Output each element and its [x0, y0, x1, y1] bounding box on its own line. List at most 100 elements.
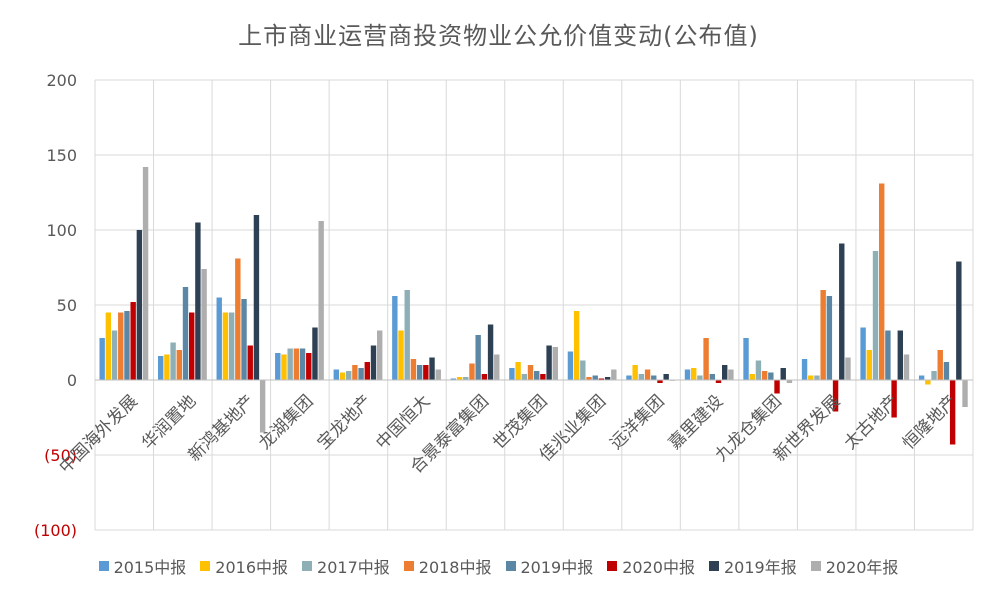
bar	[626, 375, 632, 380]
bar	[287, 348, 293, 380]
bar	[189, 312, 195, 380]
bar	[435, 369, 441, 380]
bar	[632, 365, 638, 380]
legend-label: 2018中报	[418, 558, 492, 577]
bar	[786, 380, 793, 383]
legend-swatch	[98, 561, 109, 571]
bar	[404, 290, 410, 380]
bar	[774, 380, 780, 394]
bar	[580, 360, 586, 380]
bar	[808, 375, 814, 380]
bar	[644, 369, 651, 380]
bar	[925, 380, 931, 385]
legend-item: 2015中报	[98, 554, 187, 578]
bar	[450, 378, 457, 380]
y-tick-label: 100	[46, 221, 77, 240]
bar	[521, 374, 527, 380]
bar	[527, 365, 534, 380]
bar	[534, 371, 540, 380]
bar	[182, 287, 189, 380]
bar	[364, 362, 370, 380]
bar	[398, 330, 404, 380]
bar	[99, 338, 105, 380]
legend-swatch	[302, 561, 313, 571]
bar	[306, 353, 312, 380]
bar	[176, 350, 182, 380]
bar	[469, 363, 475, 380]
bar	[891, 380, 897, 418]
bar	[475, 335, 481, 380]
bar	[111, 330, 118, 380]
bar	[638, 374, 645, 380]
bar	[358, 368, 364, 380]
y-tick-label: 200	[46, 71, 77, 90]
bar	[832, 380, 839, 412]
bar	[158, 356, 164, 380]
bar	[312, 327, 318, 380]
legend-swatch	[200, 561, 211, 571]
legend-item: 2017中报	[302, 554, 390, 578]
chart-legend: 2015中报 2016中报 2017中报 2018中报 2019中报 2020中报 2019…	[0, 554, 997, 578]
bar	[142, 167, 149, 380]
legend-label: 2019年报	[723, 558, 797, 577]
bar	[897, 330, 903, 380]
bar	[931, 371, 937, 380]
x-tick-label: 远洋集团	[606, 391, 668, 453]
bar	[318, 221, 324, 380]
bar	[228, 312, 235, 380]
bar	[416, 365, 423, 380]
bar	[866, 350, 872, 380]
bar	[801, 359, 808, 380]
bar	[392, 296, 398, 380]
bar	[860, 327, 866, 380]
bar	[170, 342, 176, 380]
bar	[598, 378, 605, 380]
bar	[552, 347, 558, 380]
bar	[845, 357, 851, 380]
bar	[509, 368, 515, 380]
bar	[216, 297, 222, 380]
bar	[293, 348, 300, 380]
bar	[703, 338, 709, 380]
bar	[768, 372, 774, 380]
bar	[962, 380, 968, 407]
bar	[573, 311, 580, 380]
bar	[657, 380, 663, 383]
bar	[515, 362, 521, 380]
bar	[339, 372, 346, 380]
y-tick-label: 150	[46, 146, 77, 165]
x-tick-label: 宝龙地产	[314, 391, 376, 453]
y-tick-label: (50)	[44, 446, 77, 465]
legend-swatch	[708, 561, 719, 571]
bar	[487, 324, 494, 380]
bar	[903, 354, 910, 380]
bar	[118, 312, 124, 380]
legend-swatch	[505, 561, 516, 571]
bar	[728, 369, 734, 380]
bar	[352, 365, 358, 380]
legend-label: 2020年报	[825, 558, 899, 577]
bar	[275, 353, 281, 380]
bar	[918, 375, 925, 380]
bar	[885, 330, 891, 380]
bar	[956, 261, 962, 380]
legend-label: 2019中报	[520, 558, 594, 577]
legend-item: 2018中报	[403, 554, 492, 578]
bar	[235, 258, 241, 380]
bar	[937, 350, 943, 380]
legend-label: 2015中报	[113, 558, 187, 577]
bar	[684, 369, 691, 380]
legend-label: 2020中报	[622, 558, 695, 577]
bar	[592, 375, 598, 380]
bar	[346, 371, 352, 380]
bar	[715, 380, 722, 383]
bar	[105, 312, 112, 380]
x-tick-label: 中国海外发展	[56, 391, 142, 477]
bar	[540, 374, 546, 380]
legend-swatch	[607, 561, 618, 571]
bar	[494, 354, 500, 380]
bar	[651, 375, 657, 380]
bar	[567, 351, 574, 380]
